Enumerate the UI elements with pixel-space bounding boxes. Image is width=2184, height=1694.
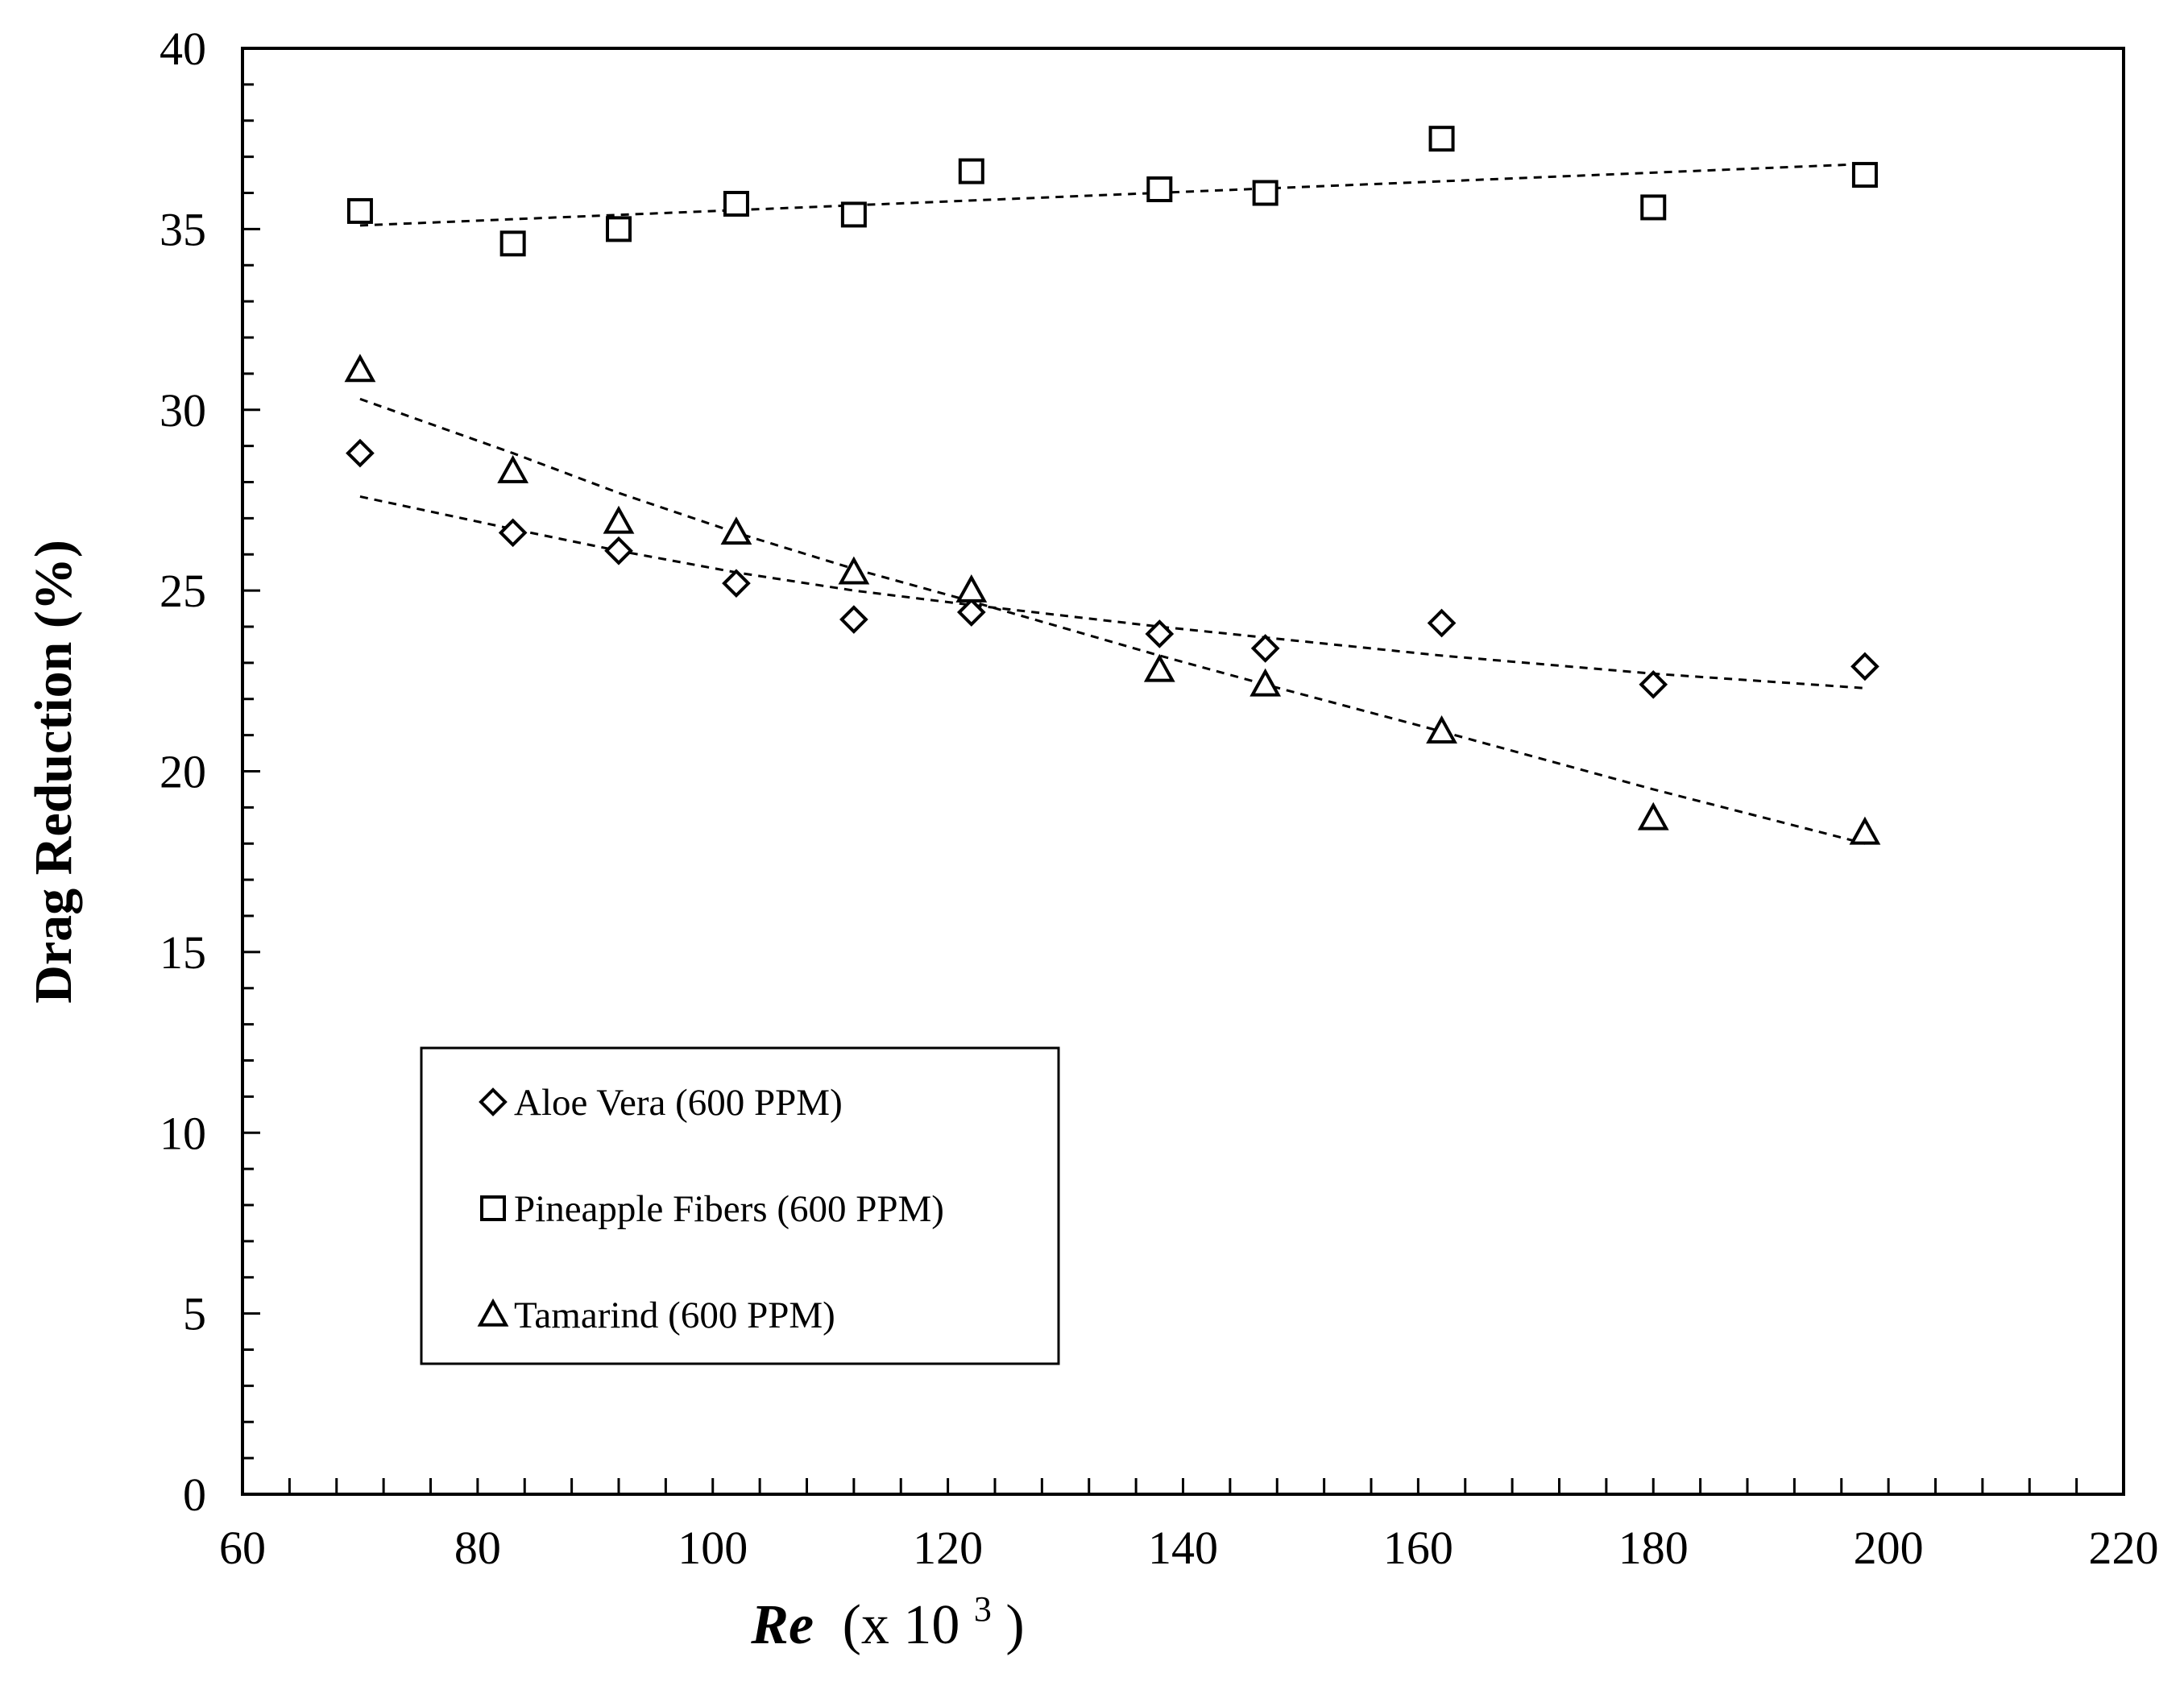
y-tick-label: 20 bbox=[160, 746, 206, 798]
data-point-square bbox=[1252, 180, 1278, 206]
x-tick-label: 100 bbox=[678, 1522, 748, 1574]
legend-marker-triangle bbox=[477, 1298, 509, 1327]
y-tick-label: 25 bbox=[160, 565, 206, 617]
y-tick-label: 40 bbox=[160, 23, 206, 75]
trend-line-square bbox=[359, 163, 1865, 227]
x-tick-label: 160 bbox=[1383, 1522, 1453, 1574]
data-point-triangle bbox=[497, 454, 529, 483]
y-tick-label: 30 bbox=[160, 384, 206, 437]
x-tick-label: 120 bbox=[913, 1522, 983, 1574]
x-tick-label: 180 bbox=[1618, 1522, 1689, 1574]
data-point-diamond bbox=[498, 518, 528, 548]
y-tick-label: 0 bbox=[183, 1468, 206, 1521]
data-point-square bbox=[499, 230, 526, 257]
legend-marker-square bbox=[480, 1195, 506, 1221]
y-tick-label: 35 bbox=[160, 203, 206, 255]
data-point-diamond bbox=[346, 438, 375, 468]
data-point-diamond bbox=[1639, 669, 1668, 699]
legend-marker-diamond bbox=[479, 1087, 508, 1116]
x-axis-title: Re (x 10 3 ) bbox=[750, 1572, 1024, 1656]
data-point-triangle bbox=[344, 354, 376, 383]
x-tick-label: 140 bbox=[1148, 1522, 1218, 1574]
data-point-diamond bbox=[604, 536, 633, 565]
x-tick-label: 220 bbox=[2089, 1522, 2159, 1574]
data-point-triangle bbox=[603, 505, 635, 534]
data-point-square bbox=[346, 197, 373, 224]
data-point-square bbox=[606, 216, 632, 242]
data-point-diamond bbox=[956, 598, 986, 627]
data-point-diamond bbox=[1427, 608, 1457, 638]
legend-label: Pineapple Fibers (600 PPM) bbox=[514, 1188, 944, 1230]
x-tick-label: 60 bbox=[219, 1522, 266, 1574]
data-point-triangle bbox=[720, 516, 752, 545]
data-point-diamond bbox=[1250, 634, 1280, 663]
data-point-square bbox=[1851, 162, 1878, 188]
trend-line-diamond bbox=[359, 495, 1866, 690]
data-point-triangle bbox=[1637, 801, 1669, 830]
x-tick-label: 80 bbox=[454, 1522, 501, 1574]
data-point-square bbox=[723, 190, 749, 217]
legend: Aloe Vera (600 PPM) Pineapple Fibers (600… bbox=[420, 1046, 1060, 1365]
y-tick-label: 10 bbox=[160, 1107, 206, 1159]
data-point-triangle bbox=[838, 556, 870, 585]
x-axis-title-unit: (x 10 bbox=[843, 1594, 960, 1656]
legend-box bbox=[420, 1046, 1060, 1365]
data-point-square bbox=[840, 201, 867, 228]
axis-ticks: 60 80 100 120 140 160 180 200 220 0 5 10 15 20 25 30 35 4… bbox=[160, 23, 2159, 1574]
x-axis-title-main: Re bbox=[750, 1594, 814, 1656]
legend-label: Tamarind (600 PPM) bbox=[514, 1294, 835, 1336]
legend-label: Aloe Vera (600 PPM) bbox=[514, 1082, 843, 1124]
data-point-square bbox=[1428, 126, 1455, 152]
y-axis-title: Drag Reduction (%) bbox=[24, 540, 83, 1004]
data-point-triangle bbox=[1849, 816, 1881, 845]
data-markers bbox=[344, 126, 1881, 845]
data-point-triangle bbox=[1426, 715, 1457, 743]
x-tick-label: 200 bbox=[1854, 1522, 1924, 1574]
y-tick-label: 15 bbox=[160, 926, 206, 979]
y-tick-label: 5 bbox=[183, 1288, 206, 1340]
data-point-triangle bbox=[1249, 668, 1282, 697]
data-point-triangle bbox=[955, 574, 988, 603]
x-axis-title-exponent: 3 bbox=[974, 1589, 992, 1629]
data-point-diamond bbox=[1145, 619, 1175, 648]
data-point-diamond bbox=[722, 569, 751, 598]
data-point-diamond bbox=[839, 605, 868, 634]
data-point-diamond bbox=[1850, 652, 1879, 681]
data-point-triangle bbox=[1143, 653, 1175, 682]
data-point-square bbox=[1146, 176, 1173, 203]
x-axis-title-close: ) bbox=[1005, 1594, 1024, 1656]
data-point-square bbox=[958, 158, 984, 184]
data-point-square bbox=[1640, 194, 1667, 221]
